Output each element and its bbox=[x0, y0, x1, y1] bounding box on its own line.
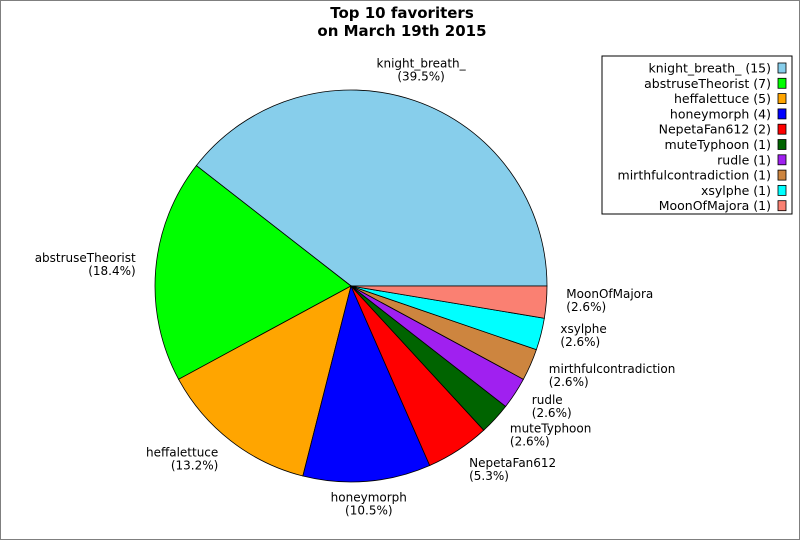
slice-percent-rudle: (2.6%) bbox=[532, 406, 572, 420]
slice-label-moonofmajora: MoonOfMajora bbox=[566, 287, 653, 301]
legend-label-honeymorph: honeymorph (4) bbox=[670, 106, 771, 121]
legend-swatch-mirthfulcontradiction bbox=[777, 169, 787, 181]
legend-box bbox=[601, 55, 793, 215]
slice-percent-moonofmajora: (2.6%) bbox=[566, 300, 606, 314]
chart-title-line-2: on March 19th 2015 bbox=[317, 22, 486, 40]
chart-title-line-1: Top 10 favoriters bbox=[330, 4, 474, 22]
pie-slice-moonofmajora bbox=[350, 285, 548, 319]
slice-percent-knight-breath: (39.5%) bbox=[397, 70, 444, 84]
legend-label-knight-breath: knight_breath_ (15) bbox=[649, 61, 772, 76]
slice-label-abstrusetheorist: abstruseTheorist bbox=[35, 251, 136, 265]
legend: knight_breath_ (15)abstruseTheorist (7)h… bbox=[601, 55, 793, 215]
legend-label-abstrusetheorist: abstruseTheorist (7) bbox=[644, 76, 771, 91]
pie-slice-abstrusetheorist bbox=[154, 165, 352, 380]
legend-label-rudle: rudle (1) bbox=[717, 152, 771, 167]
legend-swatch-xsylphe bbox=[777, 184, 787, 196]
slice-percent-mutetyphoon: (2.6%) bbox=[510, 434, 550, 448]
legend-swatch-abstrusetheorist bbox=[777, 77, 787, 89]
legend-swatch-moonofmajora bbox=[777, 200, 787, 212]
slice-label-mirthfulcontradiction: mirthfulcontradiction bbox=[549, 362, 676, 376]
slice-percent-honeymorph: (10.5%) bbox=[345, 503, 392, 517]
legend-swatch-mutetyphoon bbox=[777, 139, 787, 150]
legend-label-nepetafan612: NepetaFan612 (2) bbox=[659, 122, 771, 137]
legend-swatch-heffalettuce bbox=[777, 93, 787, 104]
legend-swatch-nepetafan612 bbox=[777, 123, 787, 135]
legend-label-heffalettuce: heffalettuce (5) bbox=[674, 91, 771, 106]
slice-percent-nepetafan612: (5.3%) bbox=[469, 469, 509, 483]
slice-label-knight-breath: knight_breath_ bbox=[377, 57, 467, 71]
slice-label-heffalettuce: heffalettuce bbox=[146, 446, 218, 460]
legend-swatch-knight-breath bbox=[777, 62, 787, 74]
pie-slice-honeymorph bbox=[302, 284, 431, 483]
slice-percent-abstrusetheorist: (18.4%) bbox=[88, 264, 135, 278]
slice-label-honeymorph: honeymorph bbox=[331, 490, 407, 504]
legend-label-moonofmajora: MoonOfMajora (1) bbox=[659, 198, 771, 213]
slice-label-rudle: rudle bbox=[532, 393, 563, 407]
slice-percent-xsylphe: (2.6%) bbox=[560, 335, 600, 349]
pie-slices bbox=[154, 89, 548, 483]
legend-swatch-rudle bbox=[777, 154, 787, 166]
slice-labels: knight_breath_(39.5%) abstruseTheorist(18… bbox=[35, 57, 676, 518]
legend-label-mutetyphoon: muteTyphoon (1) bbox=[664, 137, 771, 152]
slice-label-xsylphe: xsylphe bbox=[560, 322, 606, 336]
pie-slice-heffalettuce bbox=[178, 285, 352, 477]
slice-label-nepetafan612: NepetaFan612 bbox=[469, 456, 556, 470]
slice-label-mutetyphoon: muteTyphoon bbox=[510, 421, 591, 435]
legend-swatch-honeymorph bbox=[777, 108, 787, 120]
slice-percent-mirthfulcontradiction: (2.6%) bbox=[549, 375, 589, 389]
pie-slice-knight-breath bbox=[195, 89, 548, 287]
legend-label-mirthfulcontradiction: mirthfulcontradiction (1) bbox=[618, 168, 771, 183]
slice-percent-heffalettuce: (13.2%) bbox=[171, 459, 218, 473]
legend-label-xsylphe: xsylphe (1) bbox=[701, 183, 771, 198]
